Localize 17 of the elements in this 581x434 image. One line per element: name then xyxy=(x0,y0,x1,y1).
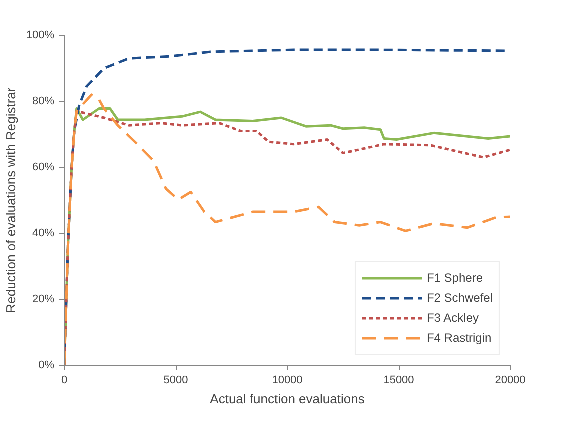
legend-label: F1 Sphere xyxy=(426,271,484,285)
x-tick-label: 10000 xyxy=(272,374,303,386)
y-tick-label: 0% xyxy=(38,360,55,372)
y-tick-label: 20% xyxy=(32,294,55,306)
x-tick-label: 20000 xyxy=(495,374,526,386)
legend-label: F3 Ackley xyxy=(426,311,479,325)
y-tick-label: 60% xyxy=(32,162,55,174)
y-tick-label: 40% xyxy=(32,228,55,240)
x-tick-label: 0 xyxy=(61,374,68,386)
legend-label: F2 Schwefel xyxy=(426,291,493,305)
x-tick-label: 15000 xyxy=(384,374,414,386)
y-axis-title: Reduction of evaluations with Registrar xyxy=(3,87,18,314)
y-tick-label: 80% xyxy=(32,96,55,108)
x-axis-title: Actual function evaluations xyxy=(210,392,366,406)
x-tick-label: 5000 xyxy=(164,374,188,386)
y-tick-label: 100% xyxy=(26,30,55,42)
legend-label: F4 Rastrigin xyxy=(426,331,492,345)
